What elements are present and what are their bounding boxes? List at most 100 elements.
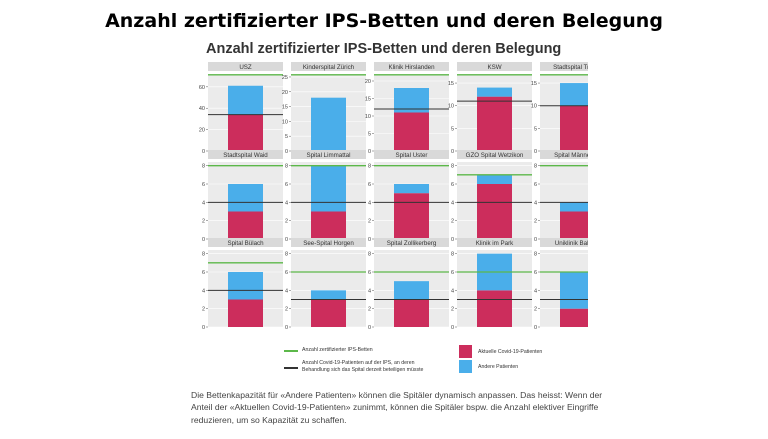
y-tick-label: 15 [365,97,371,103]
bar-covid [228,114,263,151]
facet-panel: Uniklinik Balgrist 0 2 4 6 8 [534,238,588,331]
facet-panel: Klinik im Park 0 2 4 6 8 [451,238,532,331]
y-tick-label: 5 [285,134,288,140]
y-tick-label: 2 [534,219,537,225]
y-tick-label: 4 [368,288,371,294]
facet-panel: See-Spital Horgen 0 2 4 6 8 [285,238,366,331]
y-tick-label: 2 [451,307,454,313]
facet-panel: Spital Uster 0 2 4 6 8 [368,150,449,243]
facet-strip [291,150,366,159]
y-tick-label: 2 [534,307,537,313]
facet-panel: Spital Bülach 0 2 4 6 8 [202,238,283,331]
facet-label: GZO Spital Wetzikon [466,152,524,159]
legend-other-label: Andere Patienten [478,364,519,370]
facet-label: Spital Zollikerberg [387,240,437,247]
y-tick-label: 4 [285,288,288,294]
facet-strip [457,62,532,71]
y-tick-label: 0 [285,325,288,331]
bar-covid [477,96,512,151]
legend-ventilation-label-2: Behandlung sich das Spital derzeit betei… [302,367,424,373]
bar-other [311,165,346,212]
y-tick-label: 6 [451,270,454,276]
bar-covid [560,308,588,327]
headline: Anzahl zertifizierter IPS-Betten und der… [105,10,663,32]
bar-covid [477,290,512,327]
y-tick-label: 6 [368,270,371,276]
facet-strip [208,150,283,159]
y-tick-label: 8 [534,252,537,258]
facet-label: USZ [239,64,252,71]
y-tick-label: 10 [448,104,454,110]
y-tick-label: 5 [534,126,537,132]
y-tick-label: 4 [202,288,205,294]
facet-label: Klinik im Park [476,240,514,247]
y-tick-label: 5 [368,132,371,138]
bar-other [477,87,512,97]
legend-covid-label: Aktuelle Covid-19-Patienten [478,349,543,355]
bar-covid [394,193,429,239]
bar-covid [228,299,263,327]
legend-certified-label: Anzahl zertifizierter IPS-Betten [302,347,373,353]
y-tick-label: 0 [451,325,454,331]
bar-other [394,88,429,113]
facet-label: Klinik Hirslanden [388,64,435,71]
bar-other [311,97,346,151]
bar-other [311,290,346,300]
facet-strip [374,150,449,159]
y-tick-label: 6 [451,182,454,188]
bar-other [228,272,263,300]
y-tick-label: 0 [368,149,371,155]
y-tick-label: 0 [285,237,288,243]
facet-label: Stadtspital Triemli [553,64,588,71]
y-tick-label: 4 [534,288,537,294]
y-tick-label: 10 [365,114,371,120]
y-tick-label: 8 [451,164,454,170]
bar-covid [560,211,588,239]
y-tick-label: 6 [285,182,288,188]
facet-label: Stadtspital Waid [223,152,268,159]
bar-other [228,184,263,212]
y-tick-label: 2 [285,307,288,313]
y-tick-label: 2 [202,219,205,225]
bar-covid [394,299,429,327]
bar-other [394,184,429,194]
y-tick-label: 15 [282,105,288,111]
y-tick-label: 0 [285,149,288,155]
y-tick-label: 0 [534,325,537,331]
bar-covid [560,105,588,151]
y-tick-label: 6 [534,182,537,188]
y-tick-label: 2 [368,219,371,225]
facet-label: Kinderspital Zürich [303,64,355,71]
facet-strip [457,238,532,247]
facet-strip [208,62,283,71]
y-tick-label: 0 [202,325,205,331]
y-tick-label: 8 [202,252,205,258]
y-tick-label: 2 [451,219,454,225]
legend-certified-swatch [284,350,298,352]
chart-figure: Anzahl zertifizierter IPS-Betten und der… [180,40,588,377]
y-tick-label: 6 [368,182,371,188]
y-tick-label: 6 [534,270,537,276]
legend-ventilation-label-1: Anzahl Covid-19-Patienten auf der IPS, a… [302,360,415,366]
facet-panel: KSW 0 5 10 15 [448,62,532,155]
facet-strip [291,238,366,247]
facet-strip [457,150,532,159]
facet-label: Spital Uster [396,152,428,159]
y-tick-label: 8 [285,164,288,170]
y-tick-label: 8 [451,252,454,258]
y-tick-label: 6 [285,270,288,276]
y-tick-label: 15 [448,81,454,87]
y-tick-label: 5 [451,126,454,132]
y-tick-label: 40 [199,106,205,112]
y-tick-label: 0 [202,149,205,155]
facet-panel: Spital Männedorf 0 2 4 6 8 [534,150,588,243]
y-tick-label: 0 [368,237,371,243]
y-tick-label: 4 [368,200,371,206]
y-tick-label: 4 [451,200,454,206]
facet-strip [291,62,366,71]
y-tick-label: 8 [368,164,371,170]
facet-label: Spital Limmattal [306,152,350,159]
y-tick-label: 10 [282,119,288,125]
y-tick-label: 8 [534,164,537,170]
y-tick-label: 4 [285,200,288,206]
